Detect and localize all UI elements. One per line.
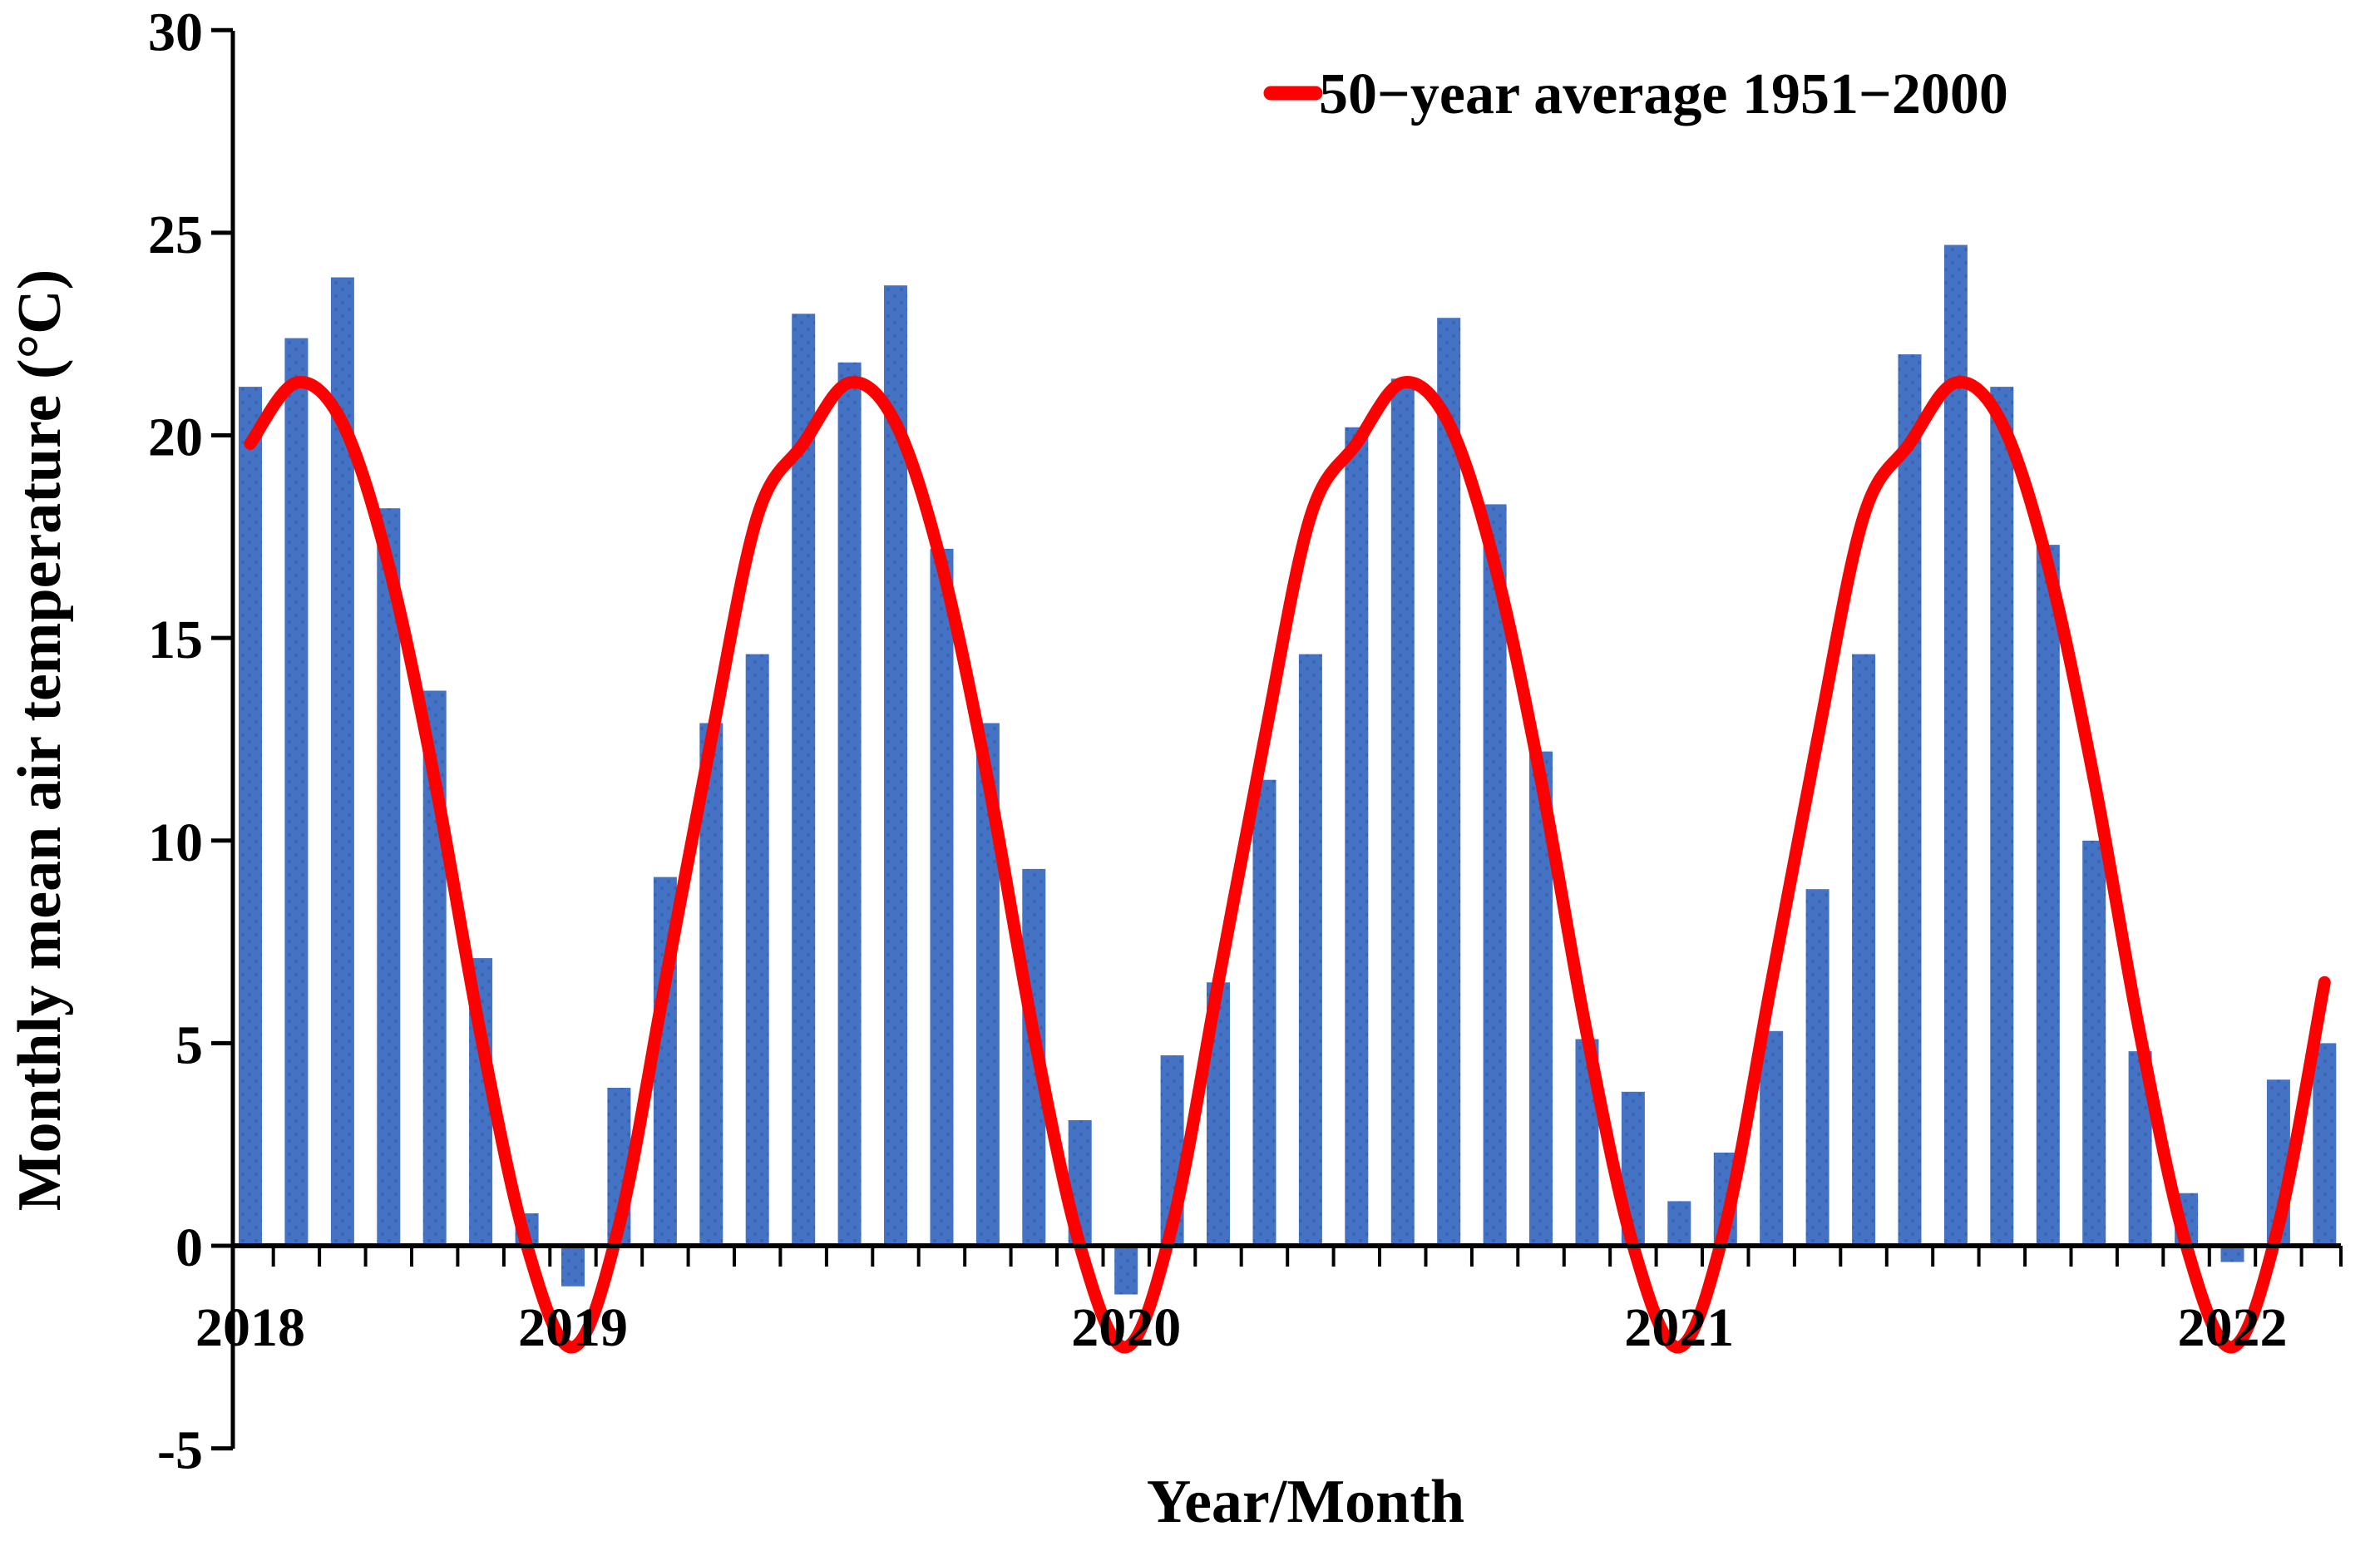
y-tick-label-10: 10 — [148, 813, 203, 873]
y-tick-label-25: 25 — [148, 205, 203, 265]
bar-2021-03 — [1760, 1030, 1784, 1246]
bar-2020-07 — [1390, 378, 1415, 1246]
x-axis-title: Year/Month — [1147, 1468, 1464, 1536]
bar-2022-01 — [2220, 1246, 2244, 1262]
bar-2021-05 — [1852, 654, 1876, 1246]
fifty-year-average-line — [244, 376, 2331, 1354]
bar-2021-04 — [1805, 889, 1829, 1246]
bar-2019-09 — [930, 548, 954, 1246]
x-year-label-2021: 2021 — [1624, 1297, 1734, 1358]
bar-2019-06 — [792, 314, 816, 1246]
y-tick-label--5: -5 — [157, 1420, 203, 1481]
y-tick-label-30: 30 — [148, 2, 203, 62]
bar-2021-01 — [1667, 1201, 1691, 1246]
y-tick-label-5: 5 — [175, 1015, 203, 1075]
bar-2018-09 — [377, 508, 401, 1246]
y-tick-label-15: 15 — [148, 610, 203, 670]
bar-2020-01 — [1114, 1246, 1138, 1295]
y-axis-title: Monthly mean air temperature (°C) — [6, 269, 74, 1212]
bar-2021-10 — [2082, 840, 2106, 1246]
bar-2022-03 — [2313, 1043, 2337, 1246]
legend-label: 50−year average 1951−2000 — [1319, 62, 2008, 126]
bar-series — [239, 244, 2337, 1295]
bar-2018-07 — [284, 338, 309, 1247]
bar-2021-06 — [1898, 354, 1922, 1247]
bar-2021-07 — [1943, 244, 1968, 1246]
x-year-label-2019: 2019 — [518, 1297, 628, 1358]
legend: 50−year average 1951−2000 — [1263, 62, 2008, 126]
y-tick-label-0: 0 — [175, 1218, 203, 1278]
y-tick-label-20: 20 — [148, 407, 203, 468]
x-year-label-2018: 2018 — [195, 1297, 305, 1358]
bar-2019-01 — [561, 1246, 585, 1287]
bar-2019-07 — [837, 362, 862, 1246]
bar-2020-04 — [1252, 779, 1276, 1246]
bar-2021-08 — [1990, 387, 2014, 1247]
x-year-label-2022: 2022 — [2178, 1297, 2288, 1358]
x-year-label-2020: 2020 — [1071, 1297, 1181, 1358]
axes: 30 25 20 15 10 5 0 -5 2018 2019 2020 2021 2022 — [148, 2, 2343, 1481]
bar-2019-05 — [745, 654, 769, 1246]
bar-2020-05 — [1298, 654, 1322, 1246]
bar-2018-06 — [239, 387, 262, 1247]
average-line-series — [244, 376, 2331, 1354]
bar-2021-09 — [2036, 545, 2060, 1246]
bar-2020-08 — [1437, 318, 1461, 1247]
bar-2020-09 — [1483, 504, 1507, 1246]
bar-2020-06 — [1345, 427, 1369, 1246]
